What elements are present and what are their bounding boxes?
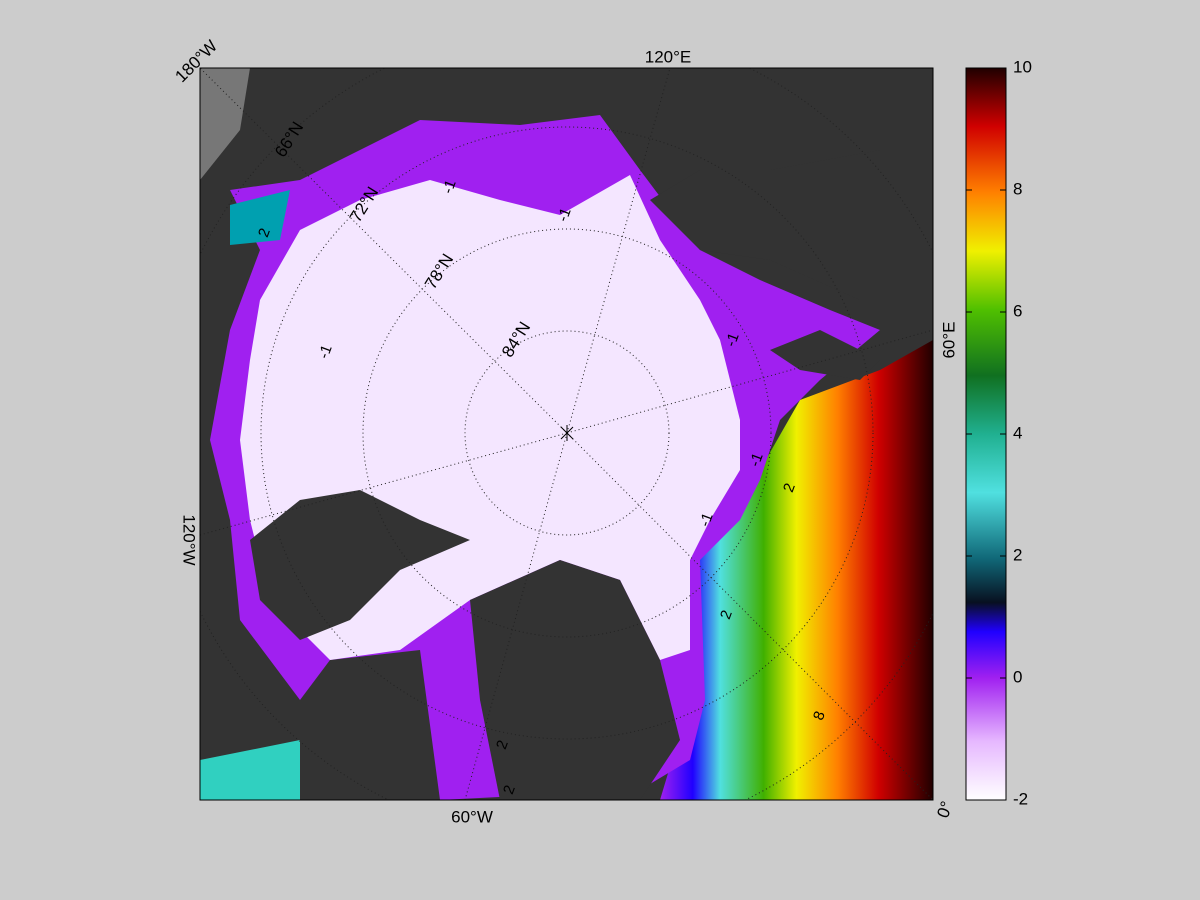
- colorbar-tick-label: 10: [1013, 57, 1032, 76]
- colorbar-tick-label: 8: [1013, 179, 1022, 198]
- meridian-label: 0°: [933, 799, 956, 821]
- contour-label: -1: [439, 178, 460, 196]
- contour-label: -1: [746, 451, 767, 469]
- contour-label: -1: [315, 343, 336, 361]
- colorbar-tick-label: -2: [1013, 789, 1028, 808]
- contour-label: -1: [696, 511, 717, 529]
- colorbar-tick-label: 0: [1013, 667, 1022, 686]
- meridian-label: 120°E: [645, 47, 692, 66]
- meridian-label: 120°W: [180, 514, 199, 565]
- contour-label: -1: [554, 206, 575, 224]
- map-panel: [200, 68, 933, 800]
- meridian-label: 60°E: [939, 321, 958, 358]
- colorbar-tick-label: 6: [1013, 301, 1022, 320]
- colorbar-tick-label: 2: [1013, 545, 1022, 564]
- colorbar-tick-label: 4: [1013, 423, 1022, 442]
- contour-label: -1: [722, 331, 743, 349]
- map-frame: [199, 67, 934, 801]
- meridian-label: 60°W: [451, 807, 493, 826]
